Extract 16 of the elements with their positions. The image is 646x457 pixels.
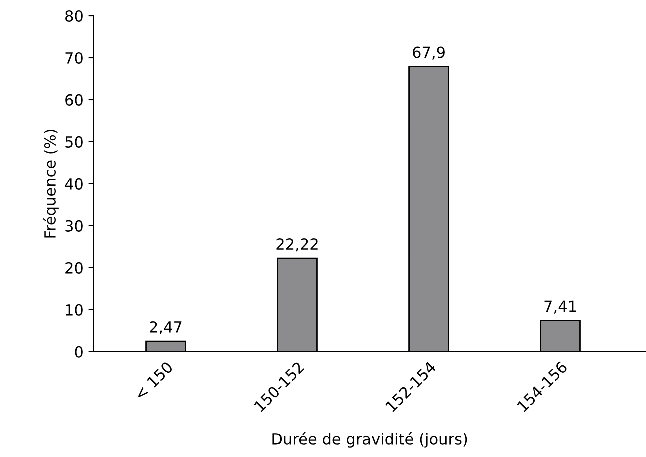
x-axis-title: Durée de gravidité (jours)	[272, 432, 468, 448]
y-tick-label: 60	[66, 94, 83, 106]
y-tick-label: 80	[66, 10, 83, 22]
y-tick-label: 20	[66, 262, 83, 274]
data-label: 7,41	[544, 300, 576, 314]
y-tick-label: 10	[66, 304, 83, 316]
x-tick-label: < 150	[134, 361, 174, 401]
y-tick-label: 50	[66, 136, 83, 148]
y-axis-title: Fréquence (%)	[44, 130, 59, 238]
data-label: 2,47	[150, 321, 182, 335]
y-tick-label: 30	[66, 220, 83, 232]
data-label: 22,22	[276, 238, 318, 252]
y-tick-label: 0	[75, 346, 83, 358]
y-tick-label: 70	[66, 52, 83, 64]
data-label: 67,9	[413, 46, 445, 60]
y-tick-label: 40	[65, 178, 83, 190]
